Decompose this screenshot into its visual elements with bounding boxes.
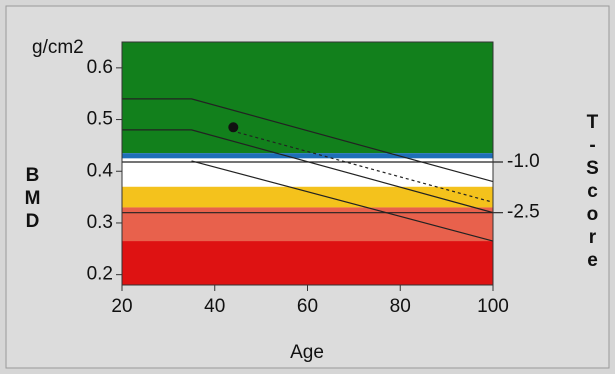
band [122,153,493,159]
x-tick-label: 60 [297,296,318,317]
y2-tick-label: -2.5 [507,202,540,223]
y-tick-label: 0.6 [87,57,113,78]
y-unit-label: g/cm2 [32,37,84,58]
x-tick-label: 40 [204,296,225,317]
y-tick-label: 0.4 [87,160,114,181]
y-axis-label: BMD [22,165,43,234]
reference-line [122,129,494,214]
y-tick-label: 0.3 [87,212,113,233]
band [122,186,493,208]
y-tick-label: 0.5 [87,109,113,130]
x-axis-label: Age [290,342,324,363]
reference-line [237,131,494,203]
band [122,161,493,187]
x-tick-label: 20 [111,296,132,317]
y-tick-label: 0.2 [87,264,113,285]
x-tick-label: 100 [477,296,509,317]
reference-line [191,160,494,242]
data-point [228,122,239,133]
x-tick-label: 80 [390,296,411,317]
y2-tick-label: -1.0 [507,151,540,172]
y2-axis-label: T-Score [582,112,603,273]
band [122,42,493,154]
band [122,241,493,285]
reference-line [122,98,494,183]
